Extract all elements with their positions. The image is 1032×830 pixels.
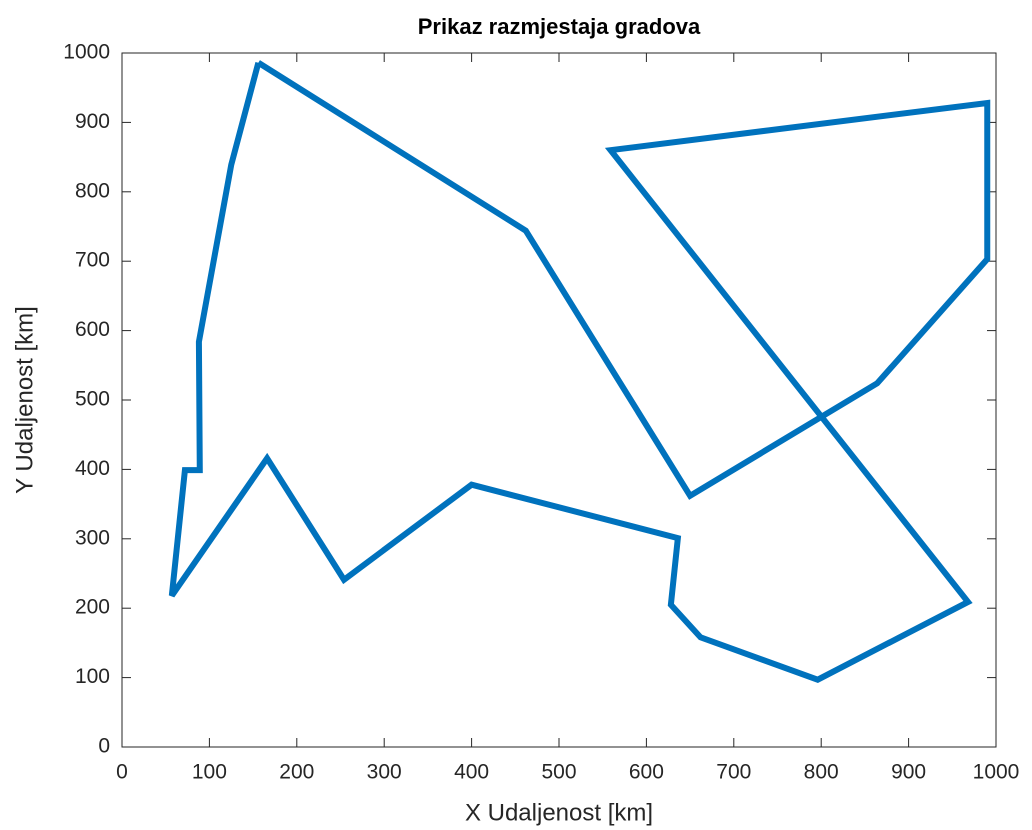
chart-title: Prikaz razmjestaja gradova [418,14,701,39]
x-tick-label: 0 [116,761,128,784]
x-tick-label: 300 [367,761,402,784]
y-tick-label: 500 [75,388,110,411]
x-tick-label: 400 [454,761,489,784]
x-axis-label: X Udaljenost [km] [465,799,653,826]
y-tick-label: 700 [75,249,110,272]
y-tick-label: 100 [75,665,110,688]
route-line [168,60,991,683]
x-tick-label: 800 [804,761,839,784]
y-tick-label: 1000 [63,41,110,64]
y-tick-label: 800 [75,179,110,202]
x-tick-label: 200 [279,761,314,784]
y-tick-label: 900 [75,110,110,133]
x-tick-label: 500 [541,761,576,784]
y-tick-label: 400 [75,457,110,480]
y-tick-label: 600 [75,318,110,341]
y-tick-label: 300 [75,526,110,549]
x-tick-label: 900 [891,761,926,784]
x-tick-label: 600 [629,761,664,784]
x-tick-label: 1000 [973,761,1020,784]
x-tick-label: 700 [716,761,751,784]
x-tick-label: 100 [192,761,227,784]
y-tick-label: 200 [75,596,110,619]
y-axis-label: Y Udaljenost [km] [11,306,38,494]
y-tick-label: 0 [98,735,110,758]
